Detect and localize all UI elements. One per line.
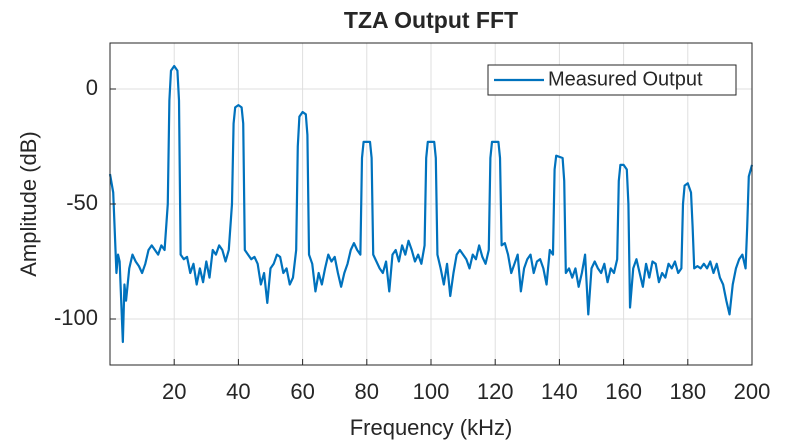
x-axis-label: Frequency (kHz) — [350, 415, 513, 440]
x-tick-label: 200 — [734, 379, 771, 404]
x-tick-label: 180 — [669, 379, 706, 404]
data-line — [108, 64, 754, 344]
x-tick-label: 60 — [290, 379, 314, 404]
x-tick-label: 120 — [477, 379, 514, 404]
chart-title: TZA Output FFT — [344, 7, 518, 33]
y-tick-label: -100 — [54, 305, 98, 330]
x-tick-label: 160 — [605, 379, 642, 404]
x-tick-label: 80 — [355, 379, 379, 404]
legend: Measured Output — [487, 64, 737, 96]
y-axis-label: Amplitude (dB) — [16, 131, 41, 277]
plot-area — [108, 64, 754, 344]
x-tick-label: 40 — [226, 379, 250, 404]
x-tick-label: 100 — [413, 379, 450, 404]
y-tick-label: -50 — [66, 190, 98, 215]
legend-label: Measured Output — [548, 68, 703, 90]
x-tick-label: 140 — [541, 379, 578, 404]
y-tick-label: 0 — [86, 75, 98, 100]
x-tick-label: 20 — [162, 379, 186, 404]
